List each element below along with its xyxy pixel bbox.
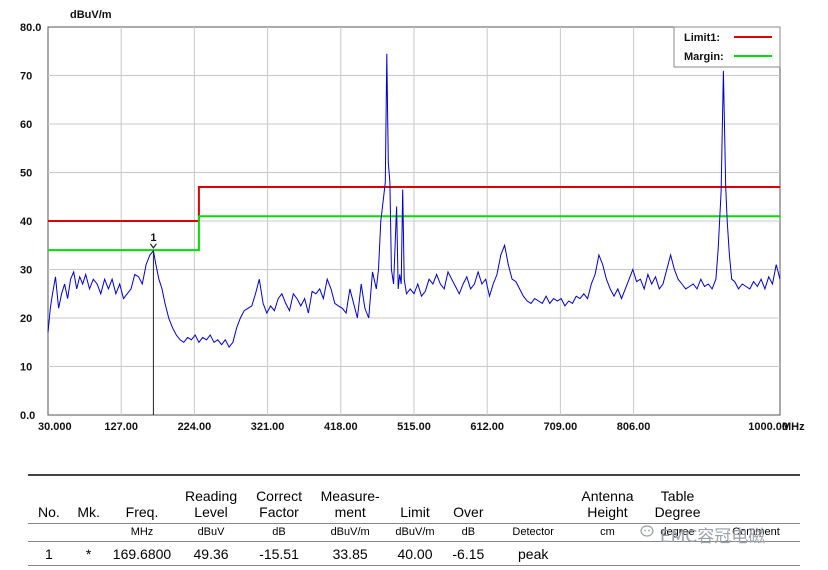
table-body: 1 * 169.6800 49.36 -15.51 33.85 40.00 -6.15 peak <box>28 541 800 566</box>
header-correct: Correct Factor <box>246 475 313 524</box>
y-tick-label: 40 <box>20 216 32 228</box>
header-line: Mk. <box>77 504 100 520</box>
grid <box>48 27 780 415</box>
limit1-line <box>48 186 780 222</box>
header-detector <box>494 475 571 524</box>
header-over: Over <box>442 475 494 524</box>
marker-chevron-icon <box>149 243 157 249</box>
y-tick-label: 0.0 <box>20 410 35 422</box>
table-cell: 40.00 <box>397 546 433 562</box>
table-cell: 33.85 <box>332 546 368 562</box>
header-mk: Mk. <box>70 475 108 524</box>
marker-label: 1 <box>150 232 156 244</box>
header-line: Limit <box>400 504 430 520</box>
x-tick-label: 515.00 <box>397 421 431 433</box>
y-tick-label: 70 <box>20 71 32 83</box>
table-cell: -15.51 <box>259 546 299 562</box>
header-meas: Measure-ment <box>312 475 387 524</box>
legend: Limit1: Margin: <box>673 26 781 68</box>
unit-cell: dBuV <box>197 526 225 538</box>
table-units-row: MHz dBuV dB dBuV/m dBuV/m dB Detector cm degree C… <box>28 523 800 542</box>
unit-cell: dB <box>461 526 476 538</box>
header-line: Measure- <box>320 488 380 504</box>
table-cell: * <box>85 546 92 562</box>
emission-chart: 80.0 70 60 50 40 30 20 10 0.030.000 127.00 224.00 3… <box>20 9 805 433</box>
header-line: Factor <box>259 504 299 520</box>
table-cell: 49.36 <box>193 546 229 562</box>
x-tick-label: 127.00 <box>104 421 138 433</box>
header-comment <box>712 475 800 524</box>
table-header-row: No. Mk. Freq. Reading Level Correct Factor Meas… <box>28 475 800 524</box>
unit-cell <box>28 524 70 542</box>
table-cell <box>572 542 643 566</box>
header-no: No. <box>28 475 70 524</box>
header-limit: Limit <box>388 475 442 524</box>
x-axis-unit: MHz <box>782 421 805 433</box>
unit-cell: Comment <box>732 526 780 538</box>
header-freq: Freq. <box>107 475 176 524</box>
table-cell: 1 <box>45 546 53 562</box>
header-line: Over <box>453 504 484 520</box>
header-line: Table <box>660 488 695 504</box>
x-tick-label: 30.000 <box>38 421 72 433</box>
unit-cell: Detector <box>512 526 554 538</box>
unit-cell: cm <box>600 526 615 538</box>
header-table_deg: Table Degree <box>643 475 712 524</box>
x-tick-label: 612.00 <box>470 421 504 433</box>
x-tick-label: 709.00 <box>544 421 578 433</box>
legend-margin-label: Margin: <box>684 51 724 63</box>
watermark: EMC容冠电磁 <box>660 527 766 547</box>
header-line: Height <box>587 504 628 520</box>
wechat-icon <box>640 524 656 540</box>
x-tick-label: 224.00 <box>178 421 212 433</box>
unit-cell: MHz <box>130 526 154 538</box>
table-cell: peak <box>518 546 549 562</box>
header-line: Reading <box>184 488 238 504</box>
header-line: Antenna <box>581 488 634 504</box>
y-axis-label: dBuV/m <box>70 9 112 21</box>
table-cell: -6.15 <box>452 546 485 562</box>
y-tick-label: 80.0 <box>20 22 41 34</box>
y-tick-label: 30 <box>20 265 32 277</box>
unit-cell: dBuV/m <box>395 526 435 538</box>
header-antenna: Antenna Height <box>572 475 643 524</box>
header-line: Correct <box>256 488 302 504</box>
results-table: No. Mk. Freq. Reading Level Correct Factor Meas… <box>28 474 800 566</box>
x-tick-label: 1000.00 <box>748 421 788 433</box>
header-line: No. <box>38 504 60 520</box>
y-tick-label: 60 <box>20 119 32 131</box>
unit-cell: dB <box>272 526 286 538</box>
marker-1: 1 <box>149 232 157 415</box>
x-tick-label: 418.00 <box>324 421 358 433</box>
measurement-trace <box>47 53 781 349</box>
header-reading: Reading Level <box>177 475 246 524</box>
unit-cell: dBuV/m <box>330 526 370 538</box>
unit-cell <box>70 524 108 542</box>
axis-ticks: 80.0 70 60 50 40 30 20 10 0.030.000 127.00 224.00 3… <box>20 22 788 433</box>
legend-limit-label: Limit1: <box>684 32 720 44</box>
header-line: Level <box>194 504 228 520</box>
legend-box <box>673 26 781 68</box>
header-line: Degree <box>654 504 701 520</box>
header-line: Freq. <box>125 504 159 520</box>
margin-line <box>48 215 780 252</box>
x-tick-label: 806.00 <box>617 421 651 433</box>
header-line: ment <box>334 504 366 520</box>
y-tick-label: 10 <box>20 362 32 374</box>
table-row: 1 * 169.6800 49.36 -15.51 33.85 40.00 -6.15 peak <box>28 541 800 566</box>
y-tick-label: 20 <box>20 313 32 325</box>
limit-lines <box>48 186 780 252</box>
table-cell: 169.6800 <box>112 546 172 562</box>
series-trace <box>47 53 781 349</box>
unit-cell: degree <box>660 526 695 538</box>
x-tick-label: 321.00 <box>251 421 285 433</box>
y-tick-label: 50 <box>20 168 32 180</box>
